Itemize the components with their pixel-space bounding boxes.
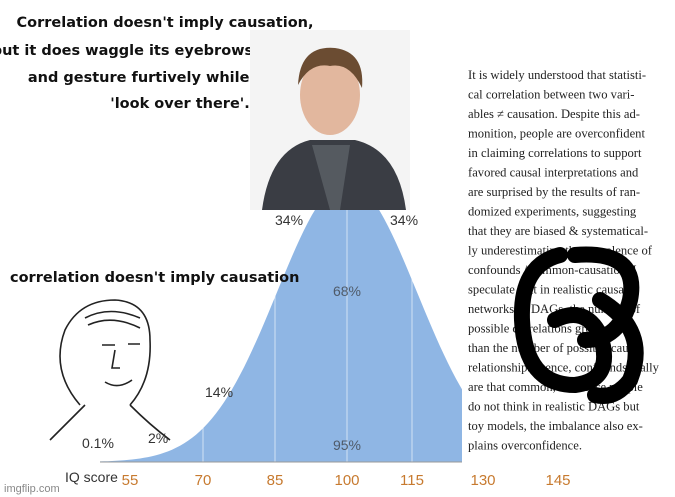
paragraph-line: that they are biased & systematical- xyxy=(468,224,648,238)
paragraph-box xyxy=(462,60,672,474)
x-tick-label: 130 xyxy=(470,472,495,489)
paragraph-line: speculate that in realistic causal xyxy=(468,283,628,297)
band-label: 0.1% xyxy=(82,435,114,451)
x-tick-label: 145 xyxy=(545,472,570,489)
band-label: 34% xyxy=(275,212,303,228)
side-caption: correlation doesn't imply causation xyxy=(10,270,299,286)
x-tick-label: 100 xyxy=(334,472,359,489)
paragraph-line: plains overconfidence. xyxy=(468,439,582,453)
band-label: 2% xyxy=(148,430,168,446)
top-caption-line: but it does waggle its eyebrows suggesti xyxy=(0,43,328,59)
paragraph-line: toy models, the imbalance also ex- xyxy=(468,419,643,433)
paragraph-line: cal correlation between two vari- xyxy=(468,88,634,102)
x-tick-label: 70 xyxy=(195,472,212,489)
axis-label: IQ score xyxy=(65,469,118,485)
inner-label: 95% xyxy=(333,437,361,453)
x-tick-label: 55 xyxy=(122,472,139,489)
x-tick-label: 85 xyxy=(267,472,284,489)
top-caption-line: Correlation doesn't imply causation, xyxy=(16,15,313,31)
paragraph-line: domized experiments, suggesting xyxy=(468,205,637,219)
paragraph-line: It is widely understood that statisti- xyxy=(468,68,646,82)
band-label: 14% xyxy=(205,384,233,400)
top-caption-line: and gesture furtively while mouthi xyxy=(28,70,312,86)
sigma-lines xyxy=(202,180,484,462)
paragraph-line: in claiming correlations to support xyxy=(468,146,642,160)
photo xyxy=(250,30,410,210)
paragraph-line: than the number of possible causal xyxy=(468,341,643,355)
paragraph-line: monition, people are overconfident xyxy=(468,127,645,141)
watermark: imgflip.com xyxy=(4,483,60,495)
inner-label: 68% xyxy=(333,283,361,299)
paragraph-line: favored causal interpretations and xyxy=(468,166,639,180)
wojak xyxy=(49,299,171,441)
x-tick-label: 115 xyxy=(400,472,424,489)
logo xyxy=(513,246,644,404)
top-caption-line: 'look over there'. xyxy=(110,96,250,112)
paragraph-line: relationships; hence, confounds really xyxy=(468,361,660,375)
paragraph-line: are surprised by the results of ran- xyxy=(468,185,640,199)
bell-curve xyxy=(100,182,600,462)
paragraph-line: ables ≠ causation. Despite this ad- xyxy=(468,107,640,121)
band-label: 34% xyxy=(390,212,418,228)
paragraph-line: confounds / common-causation. I xyxy=(468,263,637,277)
captions: Correlation doesn't imply causation, but … xyxy=(0,15,328,112)
